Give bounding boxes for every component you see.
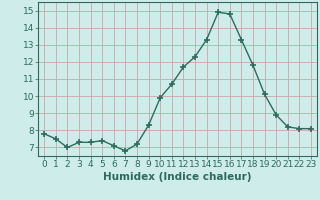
X-axis label: Humidex (Indice chaleur): Humidex (Indice chaleur) — [103, 172, 252, 182]
